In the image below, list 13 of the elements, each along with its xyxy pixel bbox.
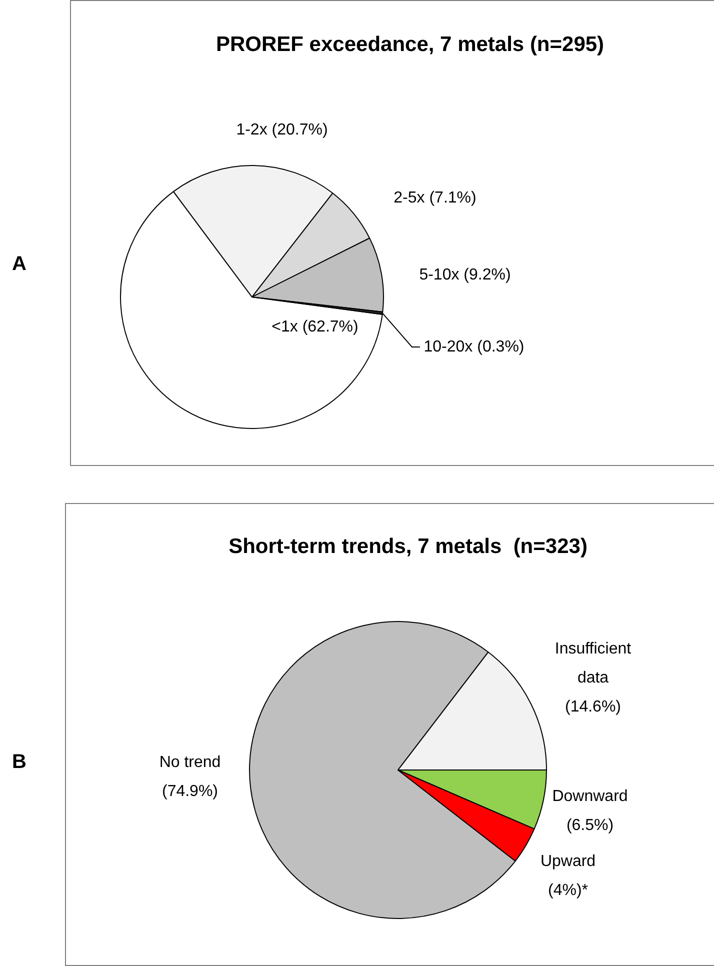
slice-label: <1x (62.7%) bbox=[272, 318, 358, 336]
slice-label: Downward (6.5%) bbox=[552, 788, 628, 834]
slice-label: 10-20x (0.3%) bbox=[424, 338, 524, 356]
text: A bbox=[12, 253, 26, 276]
slice-label: 2-5x (7.1%) bbox=[394, 189, 476, 206]
slice-label: Insufficient data (14.6%) bbox=[554, 640, 632, 716]
slice-label: Upward (4%)* bbox=[540, 852, 596, 899]
chart-title: Short-term trends, 7 metals (n=323) bbox=[228, 534, 588, 558]
slice-label: No trend (74.9%) bbox=[159, 754, 221, 800]
chart-title: PROREF exceedance, 7 metals (n=295) bbox=[216, 32, 604, 56]
slice-label: 5-10x (9.2%) bbox=[419, 266, 511, 284]
slice-label: 1-2x (20.7%) bbox=[236, 121, 328, 138]
text: B bbox=[12, 751, 26, 774]
